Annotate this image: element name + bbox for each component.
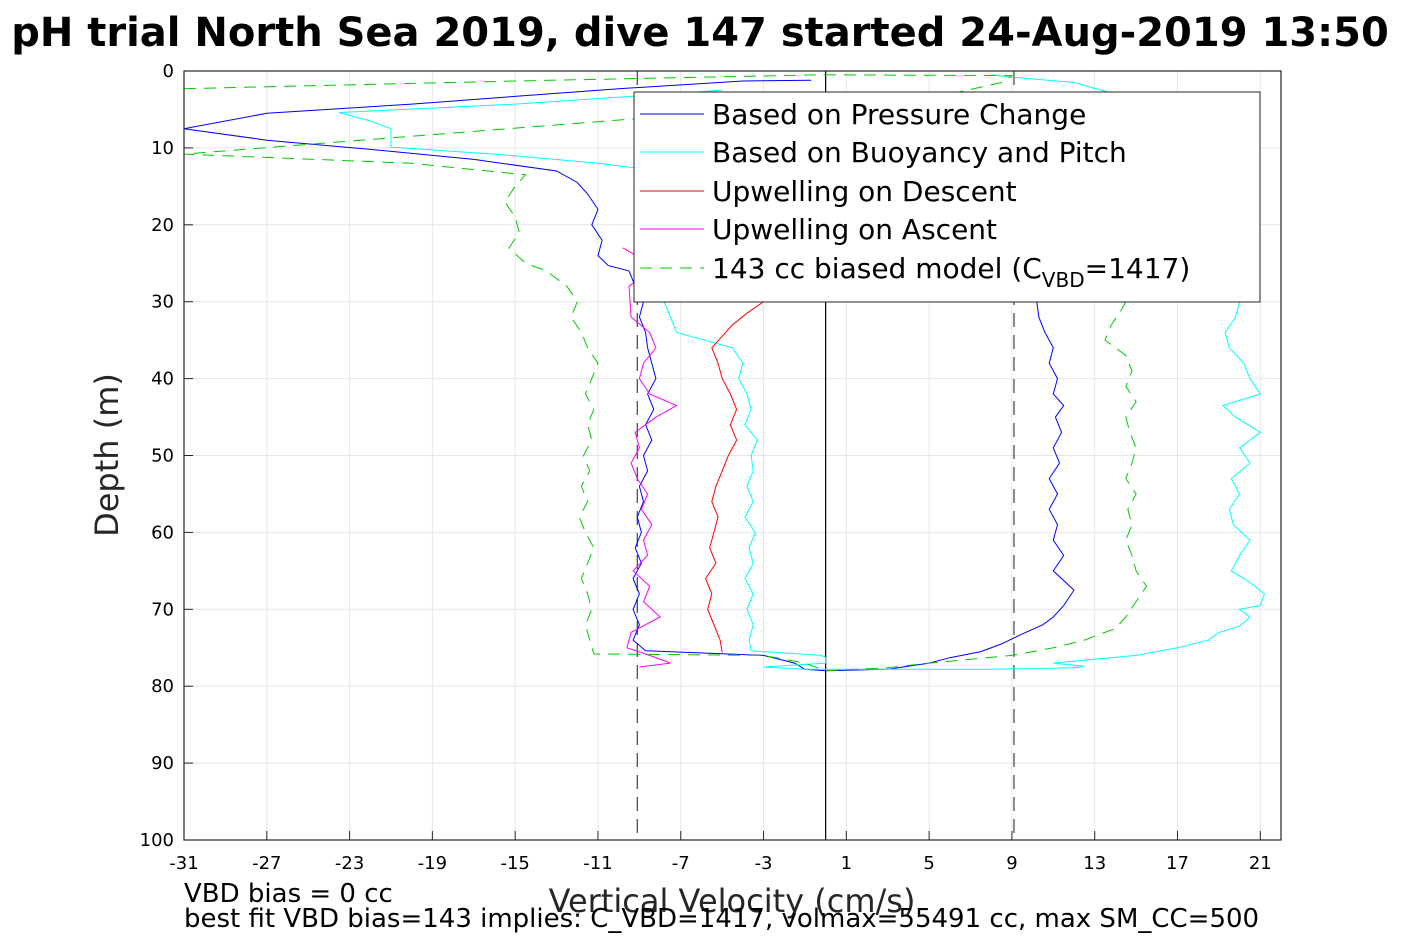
x-tick-label: 9 xyxy=(1006,853,1017,874)
y-tick-label: 30 xyxy=(151,292,174,313)
legend-label: Based on Pressure Change xyxy=(712,98,1086,131)
legend-item: 143 cc biased model (CVBD=1417) xyxy=(640,252,1190,292)
legend-item: Based on Pressure Change xyxy=(640,98,1086,131)
legend-label: Upwelling on Descent xyxy=(712,175,1017,208)
x-tick-labels: -31 -27 -23 -19 -15 -11 -7 -3 1 5 9 13 17 21 xyxy=(169,853,1271,874)
y-tick-labels: 0 10 20 30 40 50 60 70 80 90 100 xyxy=(140,61,174,851)
x-tick-label: 21 xyxy=(1249,853,1272,874)
x-tick-label: 17 xyxy=(1166,853,1189,874)
series-line-0 xyxy=(183,79,1075,672)
x-tick-label: -27 xyxy=(252,853,281,874)
series-line-4 xyxy=(183,74,1148,672)
y-tick-label: 40 xyxy=(151,369,174,390)
axes-box xyxy=(183,70,1282,841)
x-tick-label: -23 xyxy=(335,853,364,874)
x-tick-label: -31 xyxy=(169,853,198,874)
series-lines xyxy=(183,74,1265,672)
y-tick-label: 80 xyxy=(151,676,174,697)
x-tick-label: -11 xyxy=(583,853,612,874)
legend-label: Based on Buoyancy and Pitch xyxy=(712,136,1127,169)
x-tick-label: -19 xyxy=(418,853,447,874)
y-tick-label: 0 xyxy=(163,61,174,82)
legend-label: Upwelling on Ascent xyxy=(712,213,997,246)
legend: Based on Pressure Change Based on Buoyan… xyxy=(633,91,1261,303)
y-tick-label: 60 xyxy=(151,522,174,543)
legend-label-prefix: 143 cc biased model (C xyxy=(712,252,1042,285)
legend-item: Based on Buoyancy and Pitch xyxy=(640,136,1127,169)
legend-item: Upwelling on Ascent xyxy=(640,213,997,246)
legend-label: 143 cc biased model (CVBD=1417) xyxy=(712,252,1190,292)
legend-label-subscript: VBD xyxy=(1042,268,1085,292)
series-line-2 xyxy=(705,301,764,653)
vbd-bias-note: VBD bias = 0 cc xyxy=(184,879,393,909)
legend-box xyxy=(633,91,1261,303)
legend-item: Upwelling on Descent xyxy=(640,175,1017,208)
series-line-1 xyxy=(339,74,1265,670)
series-line-3 xyxy=(622,247,678,668)
y-tick-label: 90 xyxy=(151,753,174,774)
x-tick-label: 1 xyxy=(841,853,852,874)
x-axis-label: Vertical Velocity (cm/s) xyxy=(549,882,916,920)
y-tick-label: 100 xyxy=(140,830,174,851)
x-tick-label: 5 xyxy=(923,853,934,874)
x-tick-label: -15 xyxy=(500,853,529,874)
x-tick-label: -3 xyxy=(755,853,773,874)
x-tick-label: -7 xyxy=(672,853,690,874)
x-tick-label: 13 xyxy=(1083,853,1106,874)
best-fit-note: best fit VBD bias=143 implies: C_VBD=141… xyxy=(184,904,1259,934)
chart-title: pH trial North Sea 2019, dive 147 starte… xyxy=(11,10,1389,56)
y-tick-label: 10 xyxy=(151,138,174,159)
y-axis-label: Depth (m) xyxy=(88,373,126,537)
y-tick-label: 20 xyxy=(151,215,174,236)
y-tick-label: 70 xyxy=(151,599,174,620)
legend-label-suffix: =1417) xyxy=(1085,252,1191,285)
y-tick-label: 50 xyxy=(151,446,174,467)
